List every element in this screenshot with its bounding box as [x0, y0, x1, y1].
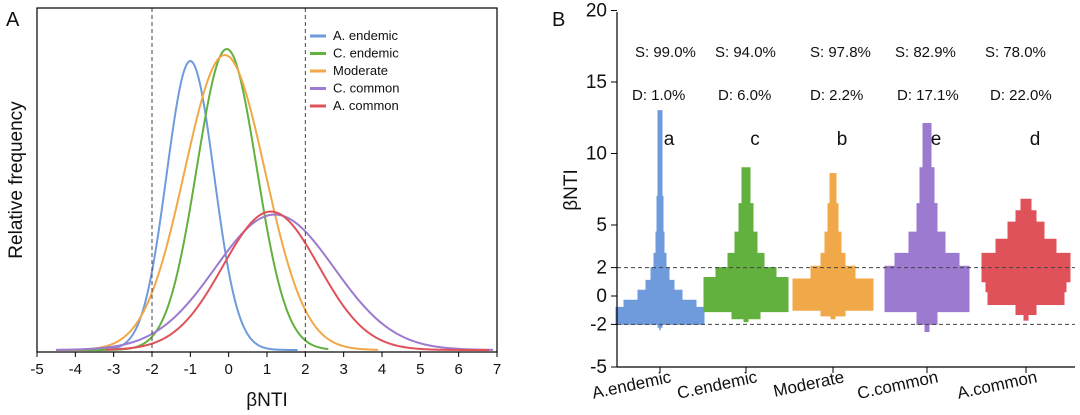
y-axis-label-a: Relative frequency — [6, 101, 27, 259]
x-tick-label-a-10: 5 — [416, 361, 424, 378]
category-label-2: Moderate — [772, 367, 846, 401]
legend-label-4: A. common — [333, 98, 399, 113]
y-tick-label-b-5: 10 — [586, 144, 607, 165]
y-axis-ticks-b: -5 -2 0 2 5 10 15 20 — [586, 1, 617, 378]
significance-letter-0: a — [664, 129, 675, 150]
similarity-label-2: S: 97.8% — [810, 44, 871, 61]
y-tick-label-b-6: 15 — [586, 72, 607, 93]
significance-letter-1: c — [750, 129, 760, 150]
x-tick-label-a-1: -4 — [69, 361, 82, 378]
legend-label-1: C. endemic — [333, 46, 399, 61]
difference-label-2: D: 2.2% — [810, 87, 863, 104]
x-tick-label-a-0: -5 — [30, 361, 43, 378]
similarity-label-3: S: 82.9% — [895, 44, 956, 61]
similarity-label-1: S: 94.0% — [715, 44, 776, 61]
category-label-3: C.common — [855, 367, 939, 403]
similarity-label-4: S: 78.0% — [985, 44, 1046, 61]
difference-label-3: D: 17.1% — [897, 87, 959, 104]
density-curve-4 — [105, 210, 490, 351]
legend-a: A. endemic C. endemic Moderate C. common A. … — [310, 28, 399, 113]
x-axis-categories-b: A.endemic C.endemic Moderate C.common A.comm… — [590, 367, 1039, 403]
x-tick-label-a-9: 4 — [378, 361, 386, 378]
panel-a-label: A — [6, 9, 20, 31]
x-axis-label-a: βNTI — [246, 390, 288, 411]
x-tick-label-a-2: -3 — [107, 361, 120, 378]
reference-lines-a — [151, 8, 306, 352]
x-tick-label-a-6: 1 — [263, 361, 271, 378]
difference-label-0: D: 1.0% — [632, 87, 685, 104]
density-curve-3 — [56, 213, 494, 351]
category-label-4: A.common — [955, 367, 1038, 402]
significance-letter-3: e — [931, 129, 942, 150]
significance-letter-4: d — [1030, 129, 1041, 150]
panel-b-label: B — [552, 9, 565, 31]
reference-lines-b — [617, 267, 1075, 325]
difference-label-1: D: 6.0% — [718, 87, 771, 104]
category-label-1: C.endemic — [675, 367, 759, 403]
y-tick-label-b-1: -2 — [590, 314, 607, 335]
x-tick-label-a-5: 0 — [224, 361, 232, 378]
y-tick-label-b-3: 2 — [596, 258, 607, 279]
x-tick-label-a-8: 3 — [339, 361, 347, 378]
significance-letter-2: b — [837, 129, 848, 150]
x-tick-label-a-12: 7 — [493, 361, 501, 378]
violin-shapes — [615, 110, 1071, 332]
y-tick-label-b-7: 20 — [586, 1, 607, 22]
y-tick-label-b-2: 0 — [596, 286, 607, 307]
x-tick-label-a-3: -2 — [145, 361, 158, 378]
panel-a: A -5 -4 -3 -2 -1 0 1 2 3 4 5 6 7 βNTI Relative frequ… — [6, 7, 501, 411]
density-curves — [56, 47, 494, 351]
y-tick-label-b-4: 5 — [596, 215, 607, 236]
x-tick-label-a-11: 6 — [454, 361, 462, 378]
y-tick-label-b-0: -5 — [590, 357, 607, 378]
x-tick-label-a-7: 2 — [301, 361, 309, 378]
x-tick-label-a-4: -1 — [184, 361, 197, 378]
group-annotations: S: 99.0% D: 1.0% a S: 94.0% D: 6.0% c S: 97.8%… — [632, 44, 1052, 150]
legend-label-3: C. common — [333, 81, 399, 96]
x-axis-ticks-a: -5 -4 -3 -2 -1 0 1 2 3 4 5 6 7 — [30, 352, 501, 378]
y-axis-label-b: βNTI — [561, 169, 582, 211]
legend-label-2: Moderate — [333, 63, 388, 78]
density-curve-2 — [56, 54, 379, 351]
legend-label-0: A. endemic — [333, 28, 399, 43]
similarity-label-0: S: 99.0% — [635, 44, 696, 61]
difference-label-4: D: 22.0% — [990, 87, 1052, 104]
density-curve-1 — [56, 47, 329, 351]
